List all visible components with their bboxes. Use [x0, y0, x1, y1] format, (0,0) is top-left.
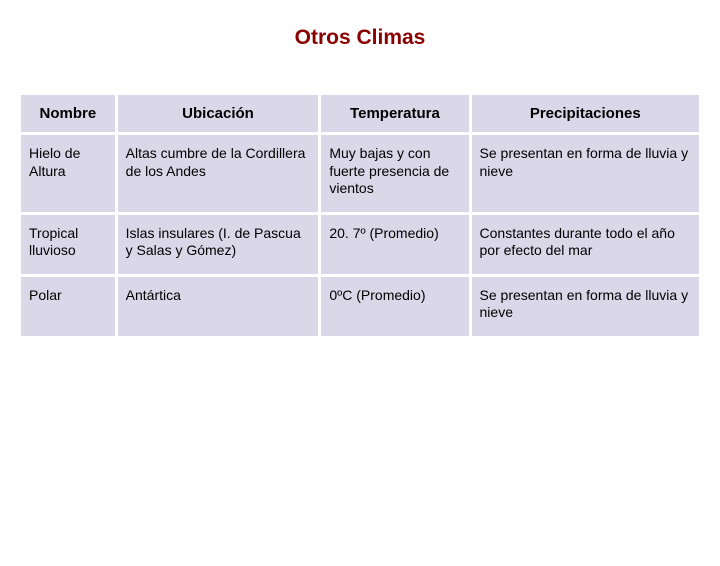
table-row: Hielo de Altura Altas cumbre de la Cordi…: [21, 135, 699, 212]
cell-temperatura: 20. 7º (Promedio): [321, 215, 468, 274]
cell-ubicacion: Altas cumbre de la Cordillera de los And…: [118, 135, 319, 212]
cell-temperatura: 0ºC (Promedio): [321, 277, 468, 336]
cell-ubicacion: Islas insulares (I. de Pascua y Salas y …: [118, 215, 319, 274]
cell-precipitaciones: Se presentan en forma de lluvia y nieve: [472, 277, 699, 336]
col-header-nombre: Nombre: [21, 95, 115, 132]
table-row: Polar Antártica 0ºC (Promedio) Se presen…: [21, 277, 699, 336]
cell-nombre: Polar: [21, 277, 115, 336]
cell-precipitaciones: Constantes durante todo el año por efect…: [472, 215, 699, 274]
col-header-precipitaciones: Precipitaciones: [472, 95, 699, 132]
cell-nombre: Tropical lluvioso: [21, 215, 115, 274]
col-header-ubicacion: Ubicación: [118, 95, 319, 132]
page-title: Otros Climas: [0, 26, 720, 50]
cell-ubicacion: Antártica: [118, 277, 319, 336]
cell-precipitaciones: Se presentan en forma de lluvia y nieve: [472, 135, 699, 212]
cell-temperatura: Muy bajas y con fuerte presencia de vien…: [321, 135, 468, 212]
col-header-temperatura: Temperatura: [321, 95, 468, 132]
table-row: Tropical lluvioso Islas insulares (I. de…: [21, 215, 699, 274]
cell-nombre: Hielo de Altura: [21, 135, 115, 212]
climate-table: Nombre Ubicación Temperatura Precipitaci…: [18, 92, 702, 339]
climate-table-container: Nombre Ubicación Temperatura Precipitaci…: [0, 92, 720, 339]
table-header-row: Nombre Ubicación Temperatura Precipitaci…: [21, 95, 699, 132]
